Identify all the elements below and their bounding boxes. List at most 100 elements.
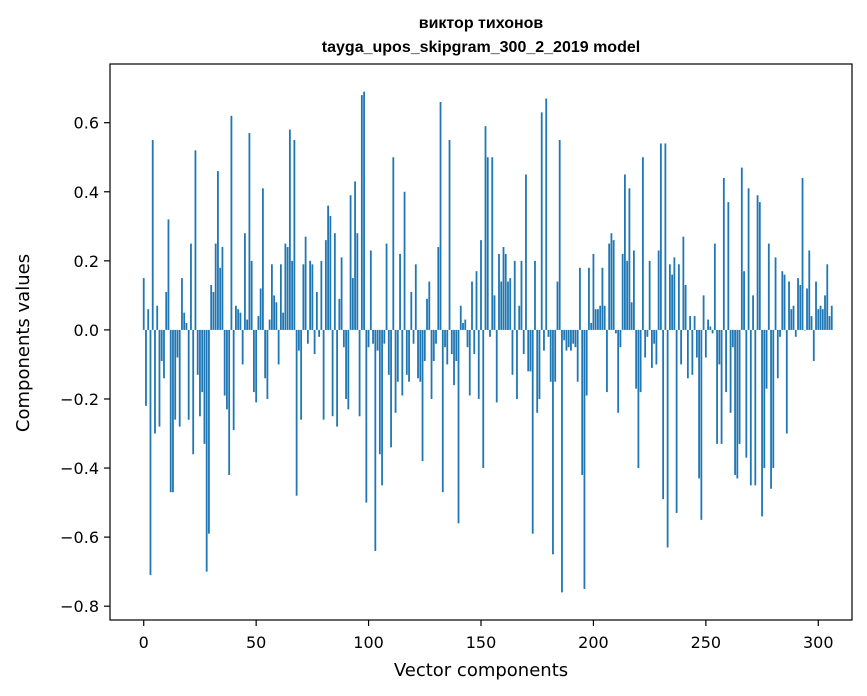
bar-54 [264, 329, 267, 379]
bar-143 [464, 319, 467, 330]
bar-304 [826, 264, 829, 330]
bar-282 [776, 329, 779, 379]
bar-125 [423, 329, 426, 361]
bar-78 [318, 329, 321, 337]
bar-183 [554, 329, 557, 382]
bar-262 [731, 329, 734, 348]
bar-70 [300, 329, 303, 420]
bar-176 [538, 329, 541, 399]
bar-285 [783, 274, 786, 330]
bar-87 [338, 298, 341, 330]
bar-74 [309, 260, 312, 330]
bar-58 [273, 295, 276, 330]
bar-305 [828, 316, 831, 330]
bar-239 [680, 329, 683, 365]
bar-146 [471, 281, 473, 330]
bar-44 [241, 329, 244, 365]
bar-148 [475, 271, 478, 330]
x-tick-label: 300 [803, 633, 834, 652]
bar-174 [534, 260, 536, 330]
x-tick-label: 100 [353, 633, 384, 652]
chart-title-line2: tayga_upos_skipgram_300_2_2019 model [322, 39, 640, 56]
bar-56 [268, 319, 271, 330]
bar-79 [320, 260, 323, 330]
bar-69 [297, 329, 300, 351]
bar-128 [430, 329, 433, 399]
bar-37 [226, 329, 228, 410]
bar-234 [668, 264, 671, 330]
bar-279 [770, 329, 772, 489]
bar-98 [363, 91, 365, 330]
bar-251 [707, 319, 709, 330]
bar-41 [235, 305, 237, 330]
bar-144 [466, 329, 469, 348]
x-axis-label: Vector components [394, 660, 568, 681]
y-tick-label: −0.4 [60, 459, 99, 478]
bar-136 [448, 139, 451, 330]
bar-297 [810, 316, 813, 330]
bar-62 [282, 312, 285, 330]
bar-218 [632, 250, 635, 330]
bar-182 [552, 329, 554, 555]
bar-213 [621, 253, 624, 330]
bar-134 [444, 329, 446, 348]
bar-90 [345, 329, 347, 399]
bar-180 [547, 329, 550, 337]
bar-150 [480, 240, 482, 330]
bar-151 [482, 329, 485, 469]
bar-253 [711, 329, 714, 334]
bar-205 [603, 305, 606, 330]
bar-267 [743, 271, 745, 330]
bar-209 [612, 240, 615, 330]
bar-121 [414, 264, 417, 330]
bar-149 [477, 329, 480, 399]
bar-287 [788, 281, 790, 330]
bar-168 [520, 260, 523, 330]
bar-215 [626, 260, 629, 330]
bar-200 [592, 253, 595, 330]
bar-116 [403, 191, 406, 330]
bar-105 [378, 329, 381, 455]
bar-22 [192, 329, 195, 455]
bar-246 [695, 329, 698, 358]
bar-289 [792, 305, 795, 330]
bar-171 [527, 329, 530, 372]
bar-156 [493, 295, 496, 330]
bar-201 [594, 309, 597, 330]
bar-94 [354, 181, 356, 330]
bar-48 [250, 260, 253, 330]
bar-66 [291, 260, 294, 330]
y-tick-label: −0.6 [60, 528, 99, 547]
bar-27 [203, 329, 206, 444]
bar-76 [313, 329, 316, 355]
bar-199 [590, 323, 593, 330]
bar-164 [511, 329, 514, 375]
bar-274 [758, 202, 761, 330]
bar-263 [734, 329, 736, 475]
bar-63 [284, 243, 287, 330]
bar-155 [491, 157, 494, 330]
bar-142 [462, 323, 464, 330]
bar-225 [648, 260, 651, 330]
bar-114 [399, 253, 401, 330]
bar-77 [315, 291, 318, 330]
bar-300 [817, 309, 820, 330]
bar-8 [160, 329, 163, 361]
bar-130 [435, 329, 437, 344]
bar-245 [693, 316, 696, 330]
bar-9 [163, 329, 165, 379]
bar-231 [662, 329, 665, 500]
bar-212 [619, 329, 622, 348]
bar-57 [270, 264, 273, 330]
bar-193 [576, 329, 579, 382]
bar-276 [763, 329, 766, 469]
bar-135 [446, 329, 449, 365]
bar-255 [716, 329, 718, 444]
bar-46 [246, 319, 249, 330]
bar-2 [147, 309, 150, 330]
bar-45 [244, 233, 246, 330]
bar-127 [428, 281, 431, 330]
bar-165 [513, 260, 516, 330]
bar-217 [630, 302, 633, 330]
bar-278 [767, 243, 770, 330]
